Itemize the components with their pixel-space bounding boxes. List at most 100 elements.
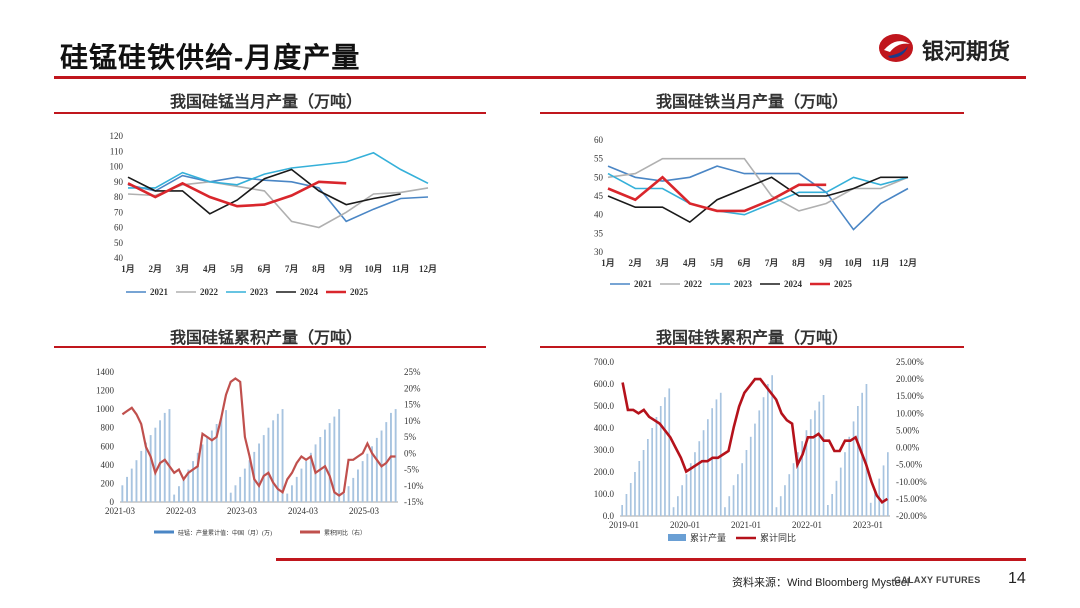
bar xyxy=(887,452,889,516)
y-tick-label: 90 xyxy=(114,177,124,187)
y-right-tick-label: -15.00% xyxy=(896,494,927,504)
bar xyxy=(818,401,821,516)
bar xyxy=(234,485,237,502)
x-tick-label: 2月 xyxy=(629,258,643,268)
bar xyxy=(621,505,623,516)
y-tick-label: 40 xyxy=(594,210,604,220)
y-left-tick-label: 0 xyxy=(110,497,115,507)
bar xyxy=(305,461,308,502)
y-left-tick-label: 600 xyxy=(101,441,115,451)
y-right-tick-label: -20.00% xyxy=(896,511,927,521)
y-right-tick-label: 20% xyxy=(404,383,421,393)
bar xyxy=(839,467,842,516)
bar xyxy=(229,492,232,502)
y-left-tick-label: 800 xyxy=(101,423,115,433)
bar xyxy=(328,423,331,502)
y-left-tick-label: 500.0 xyxy=(594,401,615,411)
bar xyxy=(178,486,180,502)
bar xyxy=(681,485,683,516)
y-right-tick-label: -15% xyxy=(404,497,424,507)
x-tick-label: 6月 xyxy=(738,258,752,268)
x-tick-label: 7月 xyxy=(765,258,779,268)
bar xyxy=(173,494,176,502)
bar xyxy=(192,461,194,502)
bar xyxy=(634,472,636,516)
bar xyxy=(342,493,345,502)
legend-label-2024: 2024 xyxy=(784,279,803,289)
bar xyxy=(210,430,213,502)
x-tick-label: 10月 xyxy=(844,258,862,268)
bar xyxy=(827,505,829,516)
panel-rule xyxy=(540,346,964,348)
legend-label-2021: 2021 xyxy=(150,287,169,297)
bar xyxy=(338,409,341,502)
bar xyxy=(651,428,653,516)
y-right-tick-label: 5.00% xyxy=(896,425,920,435)
series-line-2023 xyxy=(607,172,909,216)
bar xyxy=(857,406,859,516)
bar xyxy=(728,496,731,516)
bar xyxy=(258,443,260,502)
bar xyxy=(801,441,803,516)
bar xyxy=(737,474,739,516)
bar xyxy=(243,468,246,502)
x-tick-label: 2019-01 xyxy=(609,520,639,530)
bar xyxy=(647,439,649,516)
y-right-tick-label: -10.00% xyxy=(896,477,927,487)
bar xyxy=(745,450,748,516)
y-tick-label: 100 xyxy=(110,162,124,172)
bar xyxy=(741,463,743,516)
bar xyxy=(140,450,143,502)
bar xyxy=(659,406,662,516)
bar xyxy=(300,468,303,502)
chart-fesi-monthly: 30 35 40 45 50 55 60 1月 2月 3月 4月 5月 6月 7月 8月 9月 10月 11月 12… xyxy=(594,135,917,289)
bar xyxy=(702,430,705,516)
bar xyxy=(852,421,855,516)
x-tick-label: 1月 xyxy=(601,258,615,268)
bar xyxy=(638,461,641,516)
y-left-tick-label: 1000 xyxy=(96,404,115,414)
legend-label-bar: 累计产量 xyxy=(690,532,726,543)
bar xyxy=(771,375,773,516)
y-left-tick-label: 0.0 xyxy=(603,511,615,521)
legend-label-2023: 2023 xyxy=(734,279,753,289)
x-tick-label: 8月 xyxy=(792,258,806,268)
bar xyxy=(831,494,833,516)
bar xyxy=(642,450,645,516)
chart-fesi-cumulative: 0.0 100.0 200.0 300.0 400.0 500.0 600.0 700.0 25… xyxy=(594,357,927,543)
y-left-tick-label: 200.0 xyxy=(594,467,615,477)
bar xyxy=(295,476,298,502)
y-tick-label: 80 xyxy=(114,192,124,202)
x-tick-label: 7月 xyxy=(285,264,299,274)
panel-rule xyxy=(54,112,486,114)
bar xyxy=(694,452,696,516)
bar xyxy=(276,413,279,502)
bar xyxy=(707,419,709,516)
legend-label-2021: 2021 xyxy=(634,279,653,289)
y-tick-label: 110 xyxy=(110,146,124,156)
x-tick-label: 9月 xyxy=(819,258,833,268)
y-left-tick-label: 1400 xyxy=(96,367,115,377)
x-tick-label: 3月 xyxy=(656,258,670,268)
bar xyxy=(882,465,885,516)
series-line-2024 xyxy=(607,176,908,224)
x-tick-label: 6月 xyxy=(258,264,272,274)
bar xyxy=(267,427,270,502)
bar xyxy=(182,477,185,502)
x-tick-label: 10月 xyxy=(364,264,382,274)
bar xyxy=(655,417,658,516)
bar xyxy=(724,507,726,516)
bar xyxy=(719,392,722,516)
x-tick-label: 2021-01 xyxy=(731,520,761,530)
bar xyxy=(291,485,293,502)
bar xyxy=(835,480,838,516)
bar xyxy=(865,384,868,516)
bar xyxy=(159,420,161,502)
y-left-tick-label: 1200 xyxy=(96,386,115,396)
x-tick-label: 1月 xyxy=(121,264,135,274)
series-line-2021 xyxy=(127,174,429,223)
bar xyxy=(822,395,825,516)
footer-brand: GALAXY FUTURES xyxy=(894,575,981,585)
bar xyxy=(677,496,679,516)
bar xyxy=(629,483,632,516)
